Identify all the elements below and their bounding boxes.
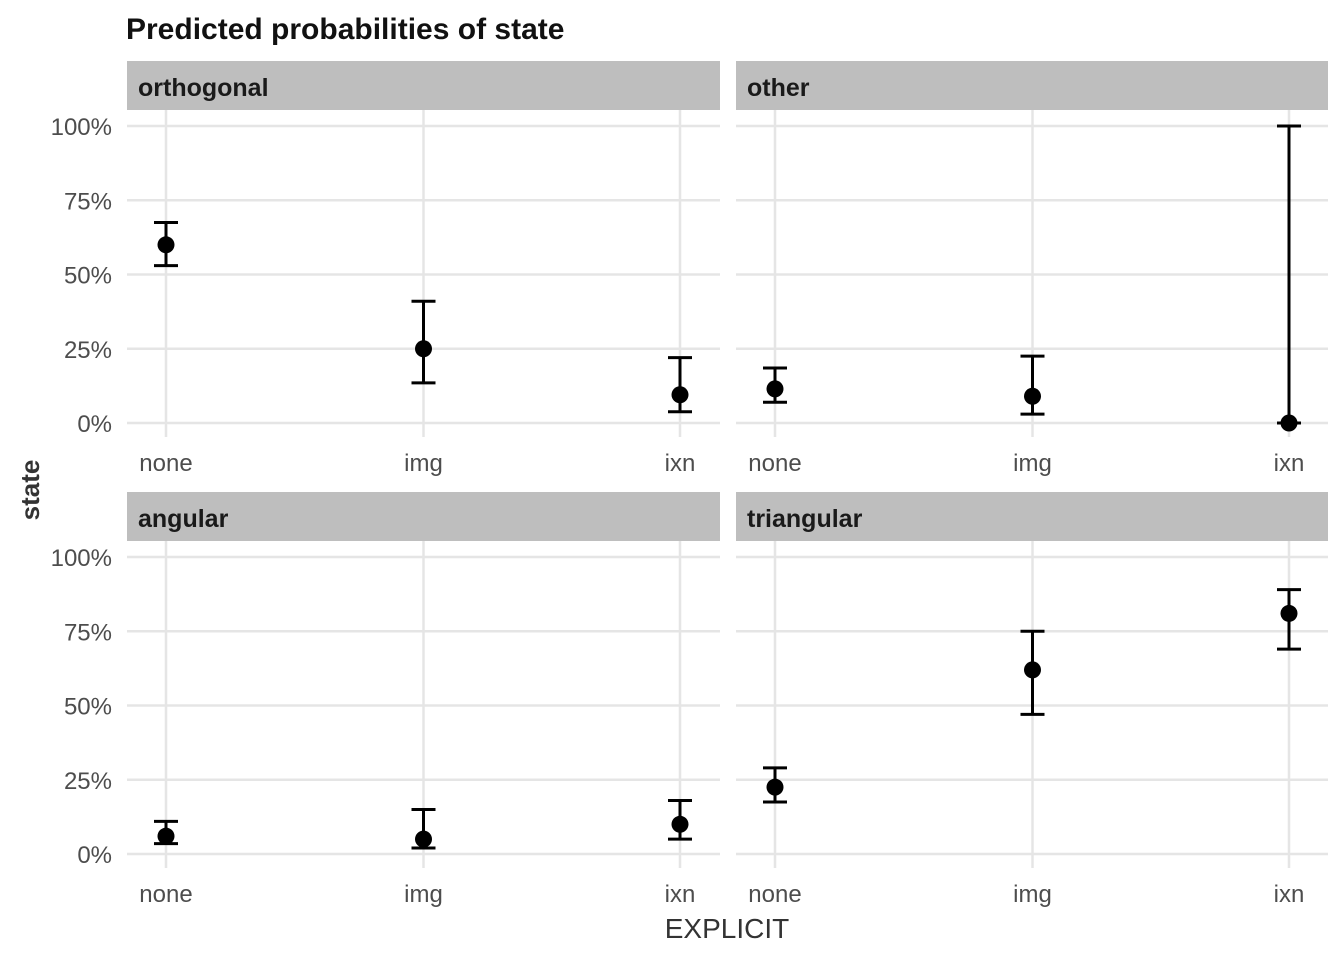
y-tick-label: 0% bbox=[77, 411, 112, 438]
x-tick-label: ixn bbox=[1274, 450, 1305, 477]
y-tick-label: 25% bbox=[64, 768, 112, 795]
strip-label: triangular bbox=[747, 505, 863, 533]
y-tick-label: 100% bbox=[51, 545, 112, 572]
data-point bbox=[1024, 387, 1041, 405]
panel-other: other none img ixn bbox=[736, 61, 1328, 477]
panel-orthogonal: orthogonal 0% 25% 50% 75% 100% none img ixn bbox=[51, 61, 720, 477]
y-axis-title: state bbox=[15, 460, 45, 521]
strip-background bbox=[127, 492, 720, 541]
y-tick-label: 100% bbox=[51, 114, 112, 141]
data-point bbox=[671, 386, 689, 404]
data-point bbox=[157, 236, 175, 254]
x-axis-title: EXPLICIT bbox=[665, 913, 789, 944]
chart-title: Predicted probabilities of state bbox=[126, 13, 564, 46]
data-point bbox=[766, 380, 784, 398]
data-point bbox=[1024, 661, 1041, 679]
strip-background bbox=[127, 61, 720, 110]
strip-background bbox=[736, 492, 1328, 541]
strip-background bbox=[736, 61, 1328, 110]
data-point bbox=[671, 815, 689, 833]
data-point bbox=[766, 778, 784, 796]
x-tick-label: none bbox=[748, 450, 801, 477]
strip-label: angular bbox=[138, 505, 229, 533]
strip-label: other bbox=[747, 74, 810, 102]
x-tick-label: ixn bbox=[665, 881, 696, 908]
y-tick-label: 50% bbox=[64, 694, 112, 721]
data-point bbox=[157, 827, 175, 845]
data-point bbox=[415, 340, 432, 358]
data-point bbox=[1280, 414, 1298, 432]
x-tick-label: ixn bbox=[1274, 881, 1305, 908]
y-tick-label: 25% bbox=[64, 337, 112, 364]
y-tick-label: 0% bbox=[77, 842, 112, 869]
x-tick-label: ixn bbox=[665, 450, 696, 477]
y-tick-label: 75% bbox=[64, 188, 112, 215]
panel-triangular: triangular none img ixn bbox=[736, 492, 1328, 908]
x-tick-label: img bbox=[1013, 881, 1052, 908]
x-tick-label: none bbox=[139, 450, 192, 477]
x-tick-label: none bbox=[748, 881, 801, 908]
strip-label: orthogonal bbox=[138, 74, 269, 102]
x-tick-label: img bbox=[1013, 450, 1052, 477]
y-tick-label: 50% bbox=[64, 263, 112, 290]
x-tick-label: img bbox=[404, 881, 443, 908]
data-point bbox=[415, 830, 432, 848]
y-tick-label: 75% bbox=[64, 619, 112, 646]
data-point bbox=[1280, 604, 1298, 622]
x-tick-label: img bbox=[404, 450, 443, 477]
panel-angular: angular 0% 25% 50% 75% 100% none img ixn bbox=[51, 492, 720, 908]
x-tick-label: none bbox=[139, 881, 192, 908]
